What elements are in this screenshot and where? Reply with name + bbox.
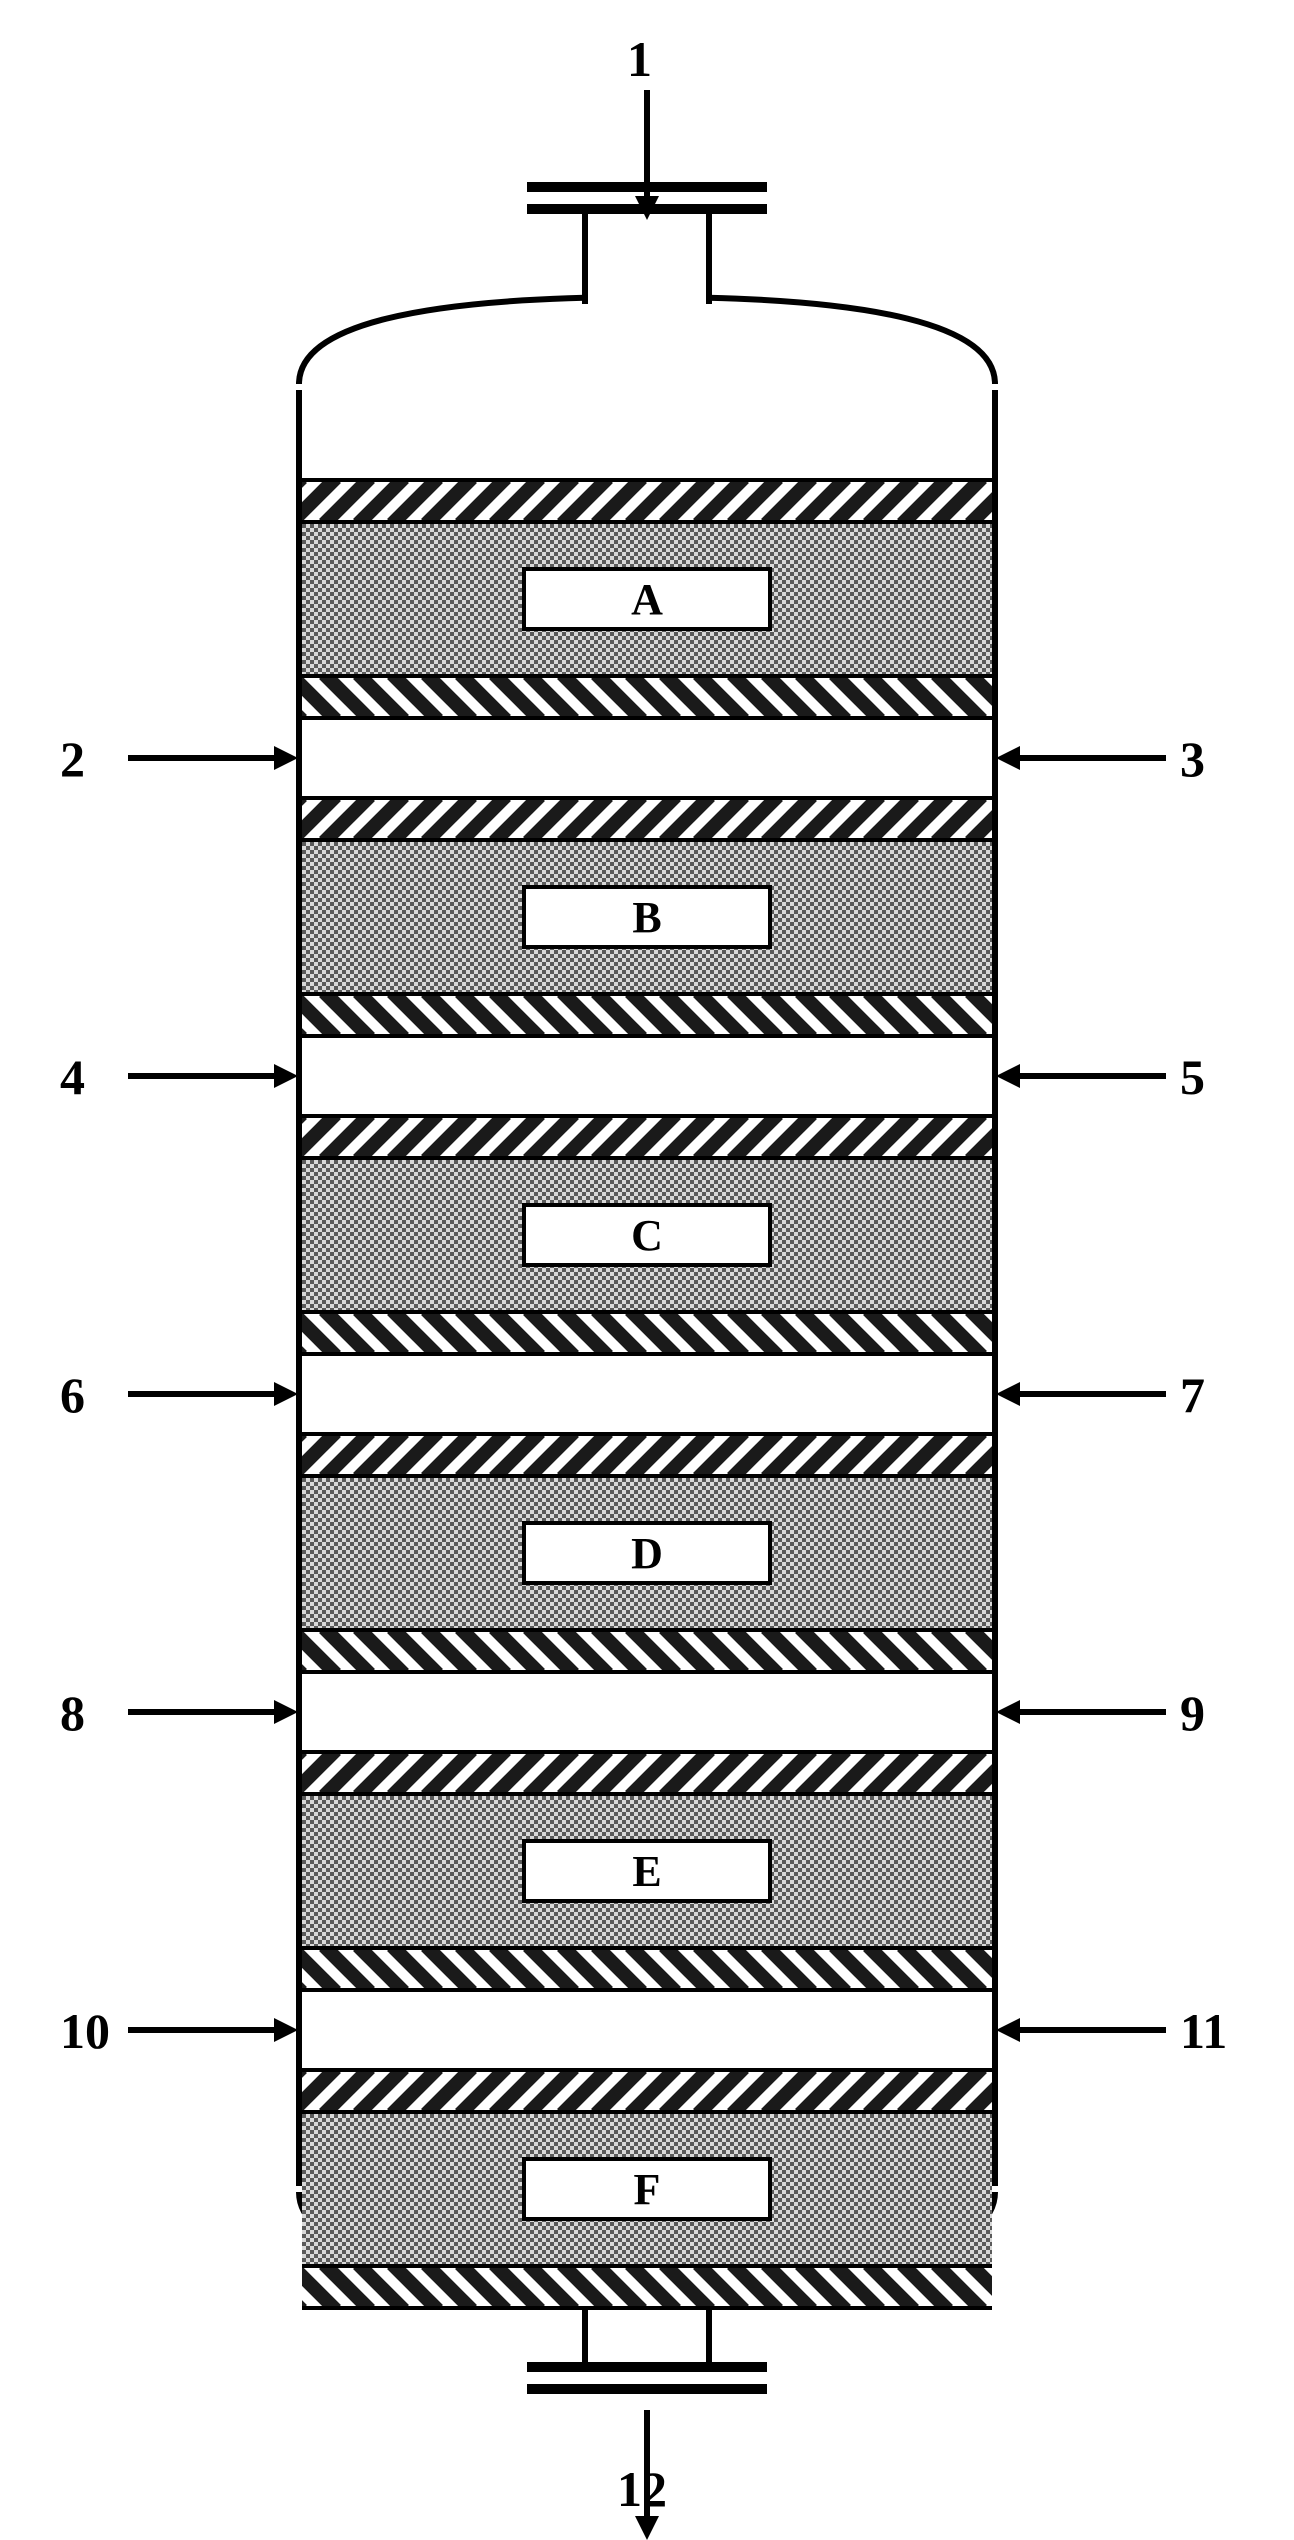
bed-support-bottom <box>302 992 992 1038</box>
port-label-left: 8 <box>60 1684 85 1742</box>
bed-label: F <box>522 2157 772 2221</box>
port-label-right: 11 <box>1180 2002 1227 2060</box>
port-arrow-right-head <box>996 746 1020 770</box>
port-label-left: 10 <box>60 2002 110 2060</box>
inlet-arrow <box>644 90 650 200</box>
inter-bed-gap <box>302 1674 992 1750</box>
bed-support-bottom <box>302 1628 992 1674</box>
port-arrow-right-head <box>996 1382 1020 1406</box>
vessel-top-dome <box>296 294 998 390</box>
port-arrow-left-head <box>274 1064 298 1088</box>
port-arrow-right <box>1016 755 1166 761</box>
inter-bed-gap <box>302 1992 992 2068</box>
port-arrow-left-head <box>274 2018 298 2042</box>
port-arrow-left-head <box>274 1382 298 1406</box>
bottom-flange-plate <box>527 2362 767 2372</box>
bed-support-top <box>302 1750 992 1796</box>
bottom-flange-plate <box>527 2384 767 2394</box>
bed-label: B <box>522 885 772 949</box>
port-label-right: 5 <box>1180 1048 1205 1106</box>
port-arrow-left <box>128 1391 278 1397</box>
port-arrow-right <box>1016 1073 1166 1079</box>
bed-support-bottom <box>302 674 992 720</box>
inter-bed-gap <box>302 720 992 796</box>
port-arrow-right <box>1016 2027 1166 2033</box>
outlet-arrow-head <box>635 2516 659 2540</box>
outlet-label: 12 <box>617 2460 667 2518</box>
port-arrow-left <box>128 1709 278 1715</box>
bed-support-bottom <box>302 2264 992 2310</box>
inlet-arrow-head <box>635 196 659 220</box>
port-label-right: 3 <box>1180 730 1205 788</box>
port-arrow-left <box>128 1073 278 1079</box>
port-label-left: 2 <box>60 730 85 788</box>
port-arrow-right <box>1016 1391 1166 1397</box>
bed-label: E <box>522 1839 772 1903</box>
inter-bed-gap <box>302 1356 992 1432</box>
port-arrow-left <box>128 755 278 761</box>
bed-support-top <box>302 1114 992 1160</box>
port-arrow-left-head <box>274 746 298 770</box>
bed-support-top <box>302 478 992 524</box>
port-arrow-right-head <box>996 1700 1020 1724</box>
bed-label: C <box>522 1203 772 1267</box>
bed-support-bottom <box>302 1310 992 1356</box>
bed-support-top <box>302 1432 992 1478</box>
bed-support-top <box>302 796 992 842</box>
port-arrow-left <box>128 2027 278 2033</box>
port-arrow-left-head <box>274 1700 298 1724</box>
inlet-label: 1 <box>627 30 652 88</box>
inter-bed-gap <box>302 1038 992 1114</box>
bed-support-top <box>302 2068 992 2114</box>
top-flange-neck <box>582 208 712 304</box>
bed-label: A <box>522 567 772 631</box>
port-label-right: 9 <box>1180 1684 1205 1742</box>
bed-support-bottom <box>302 1946 992 1992</box>
bed-label: D <box>522 1521 772 1585</box>
port-arrow-right-head <box>996 1064 1020 1088</box>
port-label-right: 7 <box>1180 1366 1205 1424</box>
port-label-left: 6 <box>60 1366 85 1424</box>
port-label-left: 4 <box>60 1048 85 1106</box>
port-arrow-right <box>1016 1709 1166 1715</box>
port-arrow-right-head <box>996 2018 1020 2042</box>
